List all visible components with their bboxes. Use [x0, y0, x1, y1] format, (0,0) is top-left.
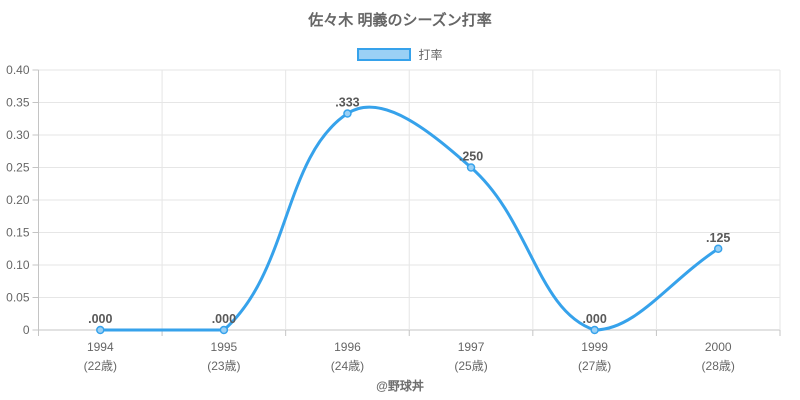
data-point[interactable]	[343, 109, 352, 118]
x-tick-label-year: 1997	[458, 340, 485, 354]
x-tick-label-age: (24歳)	[331, 359, 364, 373]
data-label: .250	[459, 150, 483, 164]
data-point[interactable]	[713, 244, 723, 253]
data-label: .000	[88, 312, 112, 326]
data-label: .000	[212, 312, 236, 326]
y-tick-label: 0	[23, 323, 30, 337]
x-tick-label-age: (23歳)	[207, 359, 240, 373]
x-tick-label-year: 2000	[705, 340, 732, 354]
y-tick-label: 0.40	[6, 63, 30, 77]
legend-item-batting-average[interactable]: 打率	[0, 46, 800, 63]
data-point[interactable]	[590, 325, 599, 335]
data-label: .125	[706, 231, 730, 245]
y-tick-label: 0.35	[6, 96, 30, 110]
x-tick-label-year: 1999	[581, 340, 608, 354]
y-tick-label: 0.05	[6, 291, 30, 305]
x-tick-label-age: (25歳)	[454, 359, 487, 373]
y-tick-label: 0.25	[6, 161, 30, 175]
x-tick-label-age: (28歳)	[702, 359, 735, 373]
data-point[interactable]	[219, 325, 229, 335]
x-tick-label-year: 1996	[334, 340, 361, 354]
data-label: .000	[582, 312, 606, 326]
chart-title: 佐々木 明義のシーズン打率	[308, 12, 492, 29]
y-tick-label: 0.10	[6, 258, 30, 272]
data-point[interactable]	[96, 325, 105, 335]
y-tick-label: 0.30	[6, 128, 30, 142]
data-label: .333	[335, 96, 359, 110]
data-point[interactable]	[466, 163, 476, 172]
footer-credit: @野球丼	[376, 379, 424, 393]
x-tick-label-age: (27歳)	[578, 359, 611, 373]
y-tick-label: 0.15	[6, 226, 30, 240]
legend-swatch	[357, 48, 412, 61]
x-tick-label-year: 1994	[87, 340, 114, 354]
x-tick-label-year: 1995	[211, 340, 238, 354]
y-tick-label: 0.20	[6, 193, 30, 207]
legend-label: 打率	[418, 48, 443, 62]
x-tick-label-age: (22歳)	[84, 359, 117, 373]
